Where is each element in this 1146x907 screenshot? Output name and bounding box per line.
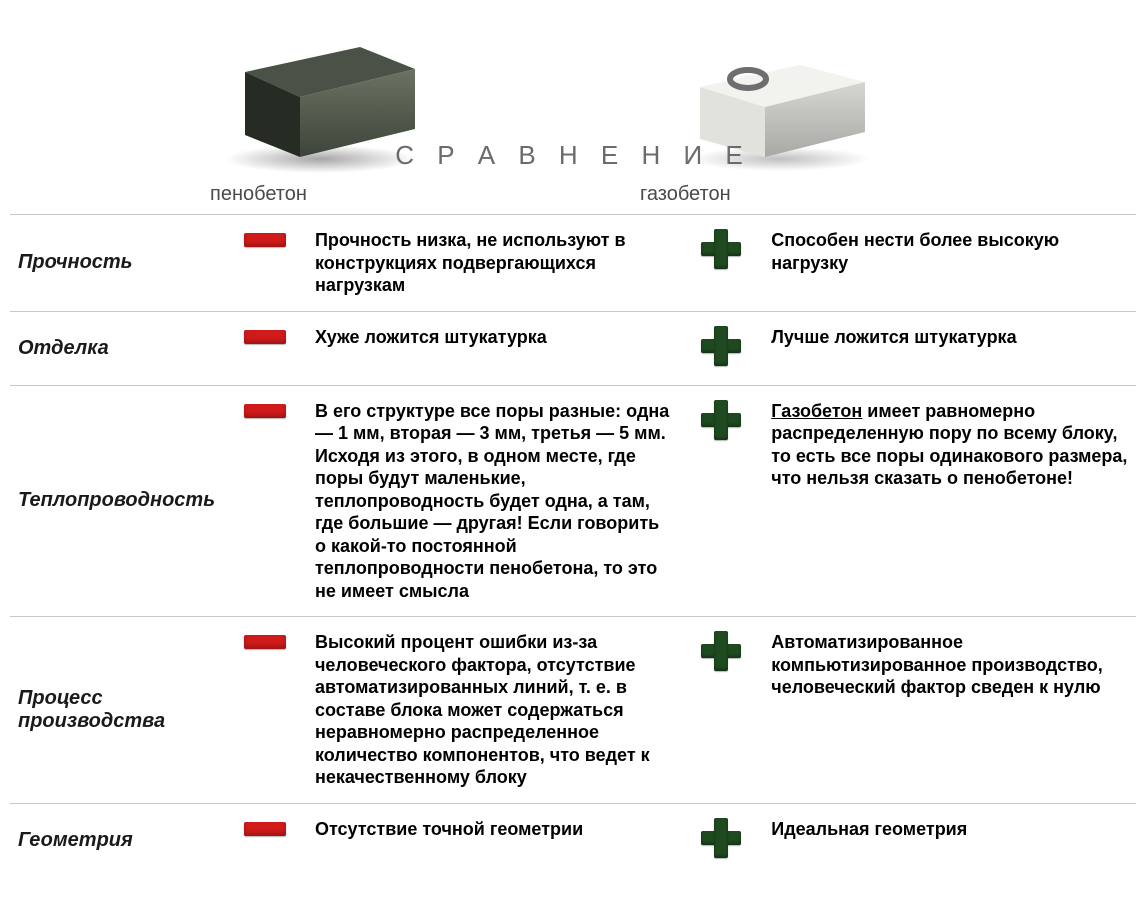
comparison-table: Прочность Прочность низка, не используют … [10, 214, 1136, 877]
row-label: Теплопроводность [10, 385, 223, 617]
gas-icon-cell [680, 617, 764, 804]
plus-icon [701, 229, 741, 269]
gas-lead-term: Газобетон [771, 401, 862, 421]
gas-label: газобетон [640, 183, 1100, 206]
foam-icon-cell [223, 617, 307, 804]
minus-icon [244, 822, 286, 836]
foam-label: пенобетон [210, 183, 640, 206]
foam-text: Отсутствие точной геометрии [307, 803, 680, 877]
gas-text: Способен нести более высокую нагрузку [763, 215, 1136, 312]
table-row: Геометрия Отсутствие точной геометрии Идеа… [10, 803, 1136, 877]
row-label: Прочность [10, 215, 223, 312]
plus-icon [701, 631, 741, 671]
gas-text: Автоматизированное компьютизированное пр… [763, 617, 1136, 804]
minus-icon [244, 233, 286, 247]
plus-icon [701, 400, 741, 440]
foam-text: Хуже ложится штукатурка [307, 311, 680, 385]
table-row: Отделка Хуже ложится штукатурка Лучше ложи… [10, 311, 1136, 385]
foam-header: пенобетон [210, 27, 640, 210]
comparison-page: пенобетон [0, 0, 1146, 907]
gas-text: Лучше ложится штукатурка [763, 311, 1136, 385]
foam-text: В его структуре все поры разные: одна — … [307, 385, 680, 617]
page-title: С Р А В Н Е Н И Е [10, 140, 1136, 171]
gas-icon-cell [680, 385, 764, 617]
foam-icon-cell [223, 215, 307, 312]
gas-text: Идеальная геометрия [763, 803, 1136, 877]
gas-icon-cell [680, 215, 764, 312]
minus-icon [244, 635, 286, 649]
plus-icon [701, 326, 741, 366]
foam-icon-cell [223, 311, 307, 385]
minus-icon [244, 404, 286, 418]
gas-icon-cell [680, 803, 764, 877]
foam-icon-cell [223, 803, 307, 877]
table-row: Процесс производства Высокий процент ошиб… [10, 617, 1136, 804]
minus-icon [244, 330, 286, 344]
gas-text: Газобетон имеет равномерно распределенну… [763, 385, 1136, 617]
gas-icon-cell [680, 311, 764, 385]
table-row: Теплопроводность В его структуре все поры… [10, 385, 1136, 617]
table-row: Прочность Прочность низка, не используют … [10, 215, 1136, 312]
row-label: Процесс производства [10, 617, 223, 804]
foam-text: Прочность низка, не используют в констру… [307, 215, 680, 312]
header: пенобетон [10, 20, 1136, 210]
row-label: Отделка [10, 311, 223, 385]
gas-header: газобетон [640, 37, 1100, 210]
row-label: Геометрия [10, 803, 223, 877]
foam-text: Высокий процент ошибки из-за человеческо… [307, 617, 680, 804]
plus-icon [701, 818, 741, 858]
foam-icon-cell [223, 385, 307, 617]
